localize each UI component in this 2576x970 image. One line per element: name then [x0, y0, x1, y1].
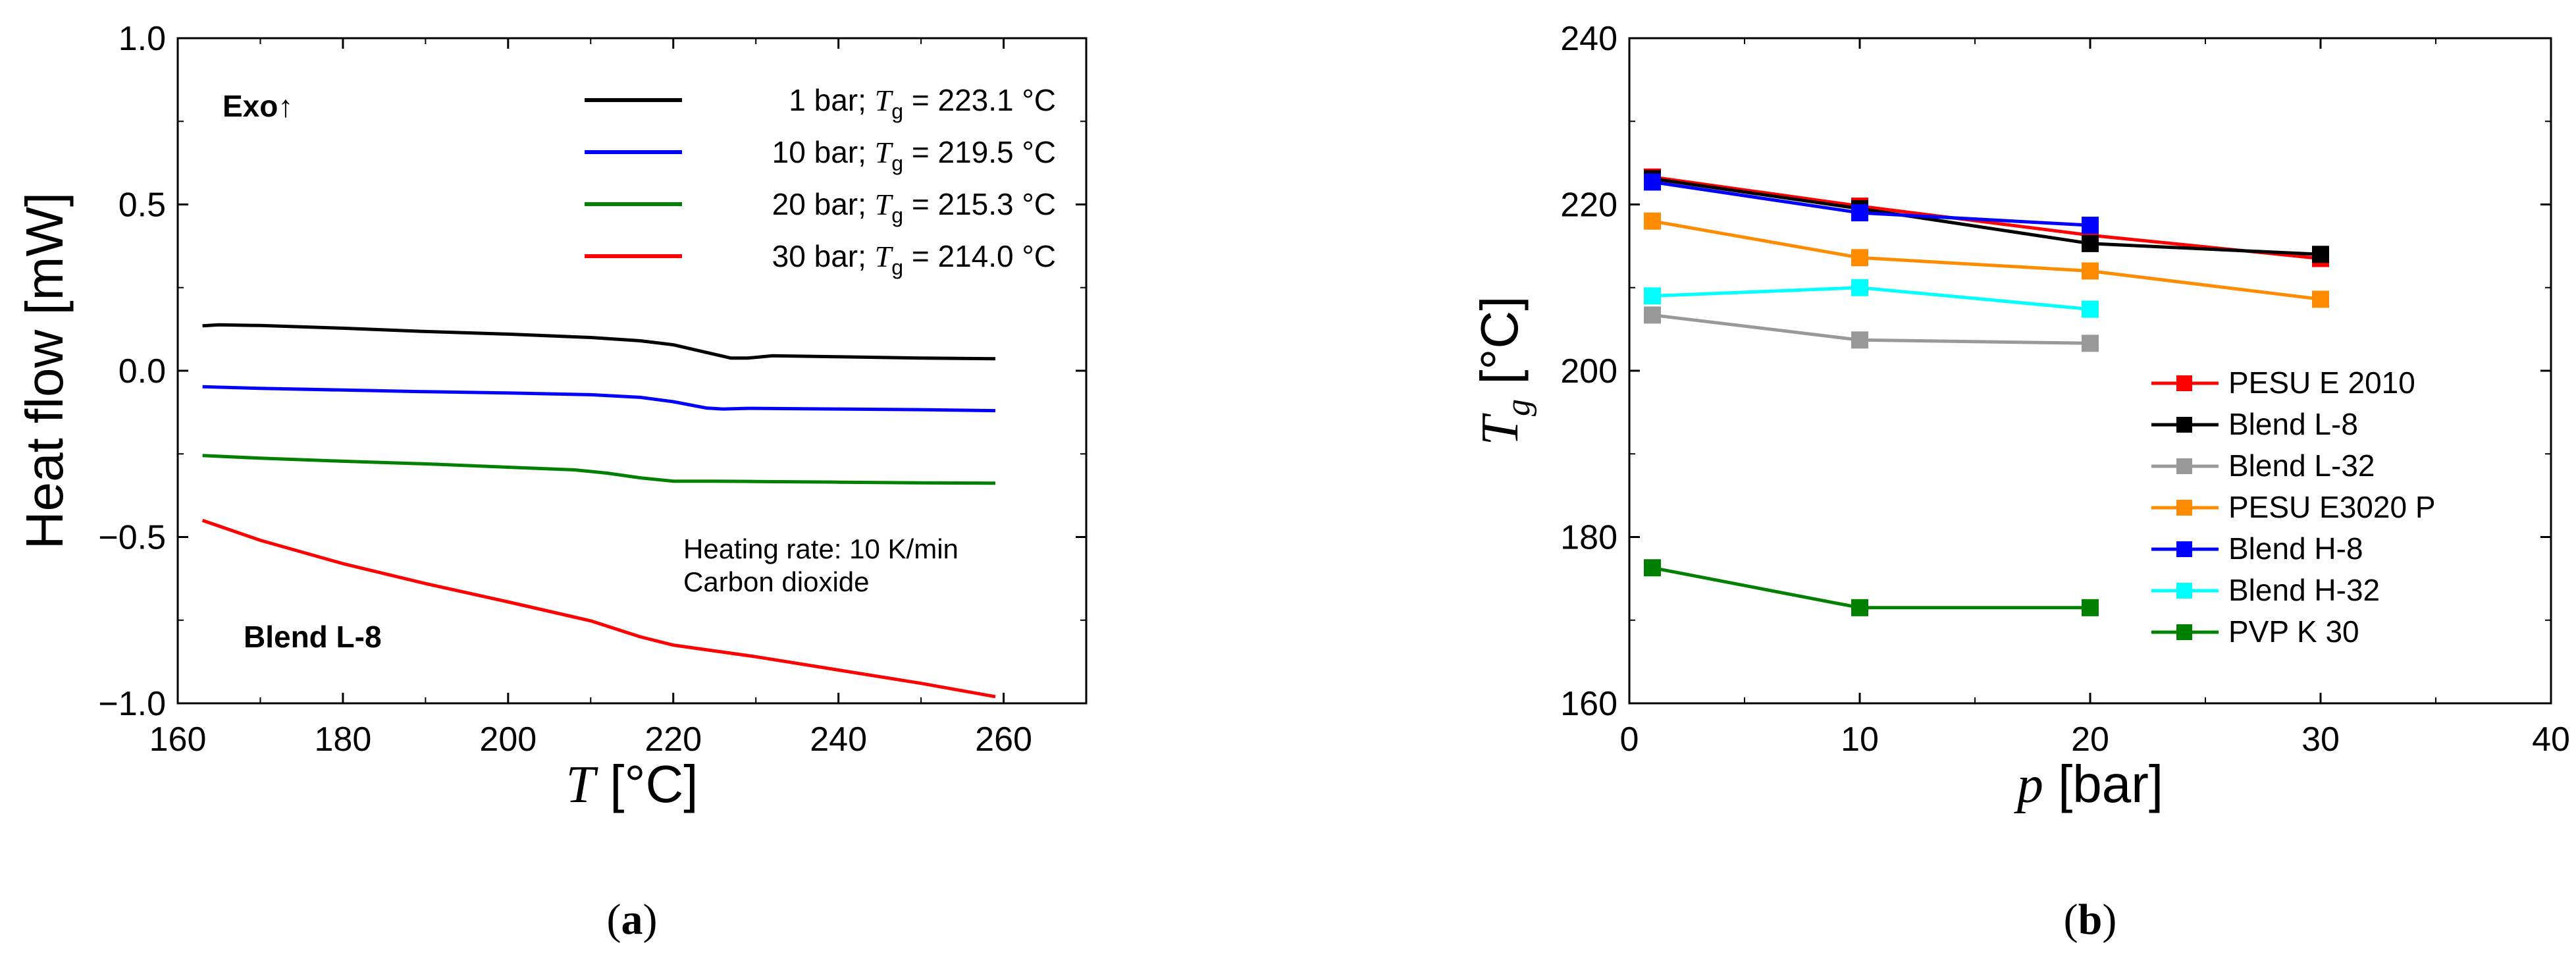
panel-a-xlabel: T [°C]	[566, 755, 698, 814]
panel-b: 0 10 20 30 40 160 180 200 220 240 Tg [°C] p [bar]…	[1470, 20, 2570, 814]
panel-b-y-tick-label: 200	[1560, 352, 1617, 391]
panel-a-x-tick-label: 200	[479, 720, 537, 759]
panel-a-series-line-20-bar	[202, 454, 996, 485]
panel-b-marker-PESU-E3020-P	[1644, 212, 1661, 230]
panel-a-data-lines	[201, 323, 996, 699]
panel-b-legend-swatch-marker	[2176, 541, 2192, 557]
panel-b-marker-Blend-L-32	[2082, 335, 2099, 352]
panel-b-y-tick-label: 160	[1560, 685, 1617, 723]
panel-b-marker-PVP-K-30	[2082, 599, 2099, 616]
panel-b-marker-Blend-L-32	[1644, 306, 1661, 324]
panel-b-marker-Blend-L-8	[2312, 246, 2329, 263]
panel-b-legend-entry: PESU E3020 P	[2228, 490, 2436, 524]
panel-a-x-tick-label: 160	[149, 720, 207, 759]
panel-b-legend-entry: Blend H-8	[2228, 531, 2363, 566]
panel-b-marker-Blend-H-32	[1644, 287, 1661, 305]
exo-annotation: Exo↑	[223, 89, 293, 123]
panel-a-y-tick-label: −1.0	[98, 685, 166, 723]
panel-b-y-tick-label: 220	[1560, 186, 1617, 225]
panel-b-legend-swatch-marker	[2176, 583, 2192, 599]
panel-b-x-tick-label: 0	[1620, 720, 1639, 759]
panel-b-marker-Blend-H-8	[2082, 217, 2099, 234]
panel-a-series-line-30-bar	[201, 518, 996, 699]
panel-a: 160 180 200 220 240 260 −1.0 −0.5 0.0 0.5 1.0 Heat…	[15, 20, 1088, 814]
panel-a-ylabel: Heat flow [mW]	[15, 192, 74, 549]
panel-b-marker-PESU-E3020-P	[2082, 262, 2099, 280]
panel-b-xlabel: p [bar]	[2014, 755, 2163, 814]
panel-a-label: (a)	[607, 896, 658, 944]
panel-a-series-line-1-bar	[202, 323, 996, 361]
panel-a-x-tick-label: 180	[315, 720, 372, 759]
panel-a-ticks: 160 180 200 220 240 260 −1.0 −0.5 0.0 0.5 1.0	[98, 20, 1086, 759]
panel-a-x-tick-label: 220	[644, 720, 702, 759]
panel-b-legend: PESU E 2010 Blend L-8 Blend L-32 PESU E3020…	[2151, 365, 2436, 649]
panel-b-x-tick-label: 20	[2071, 720, 2109, 759]
panel-a-legend: 1 bar; Tg = 223.1 °C 10 bar; Tg = 219.5 °…	[585, 83, 1056, 279]
panel-b-label: (b)	[2064, 896, 2117, 944]
panel-b-marker-Blend-H-8	[1851, 204, 1868, 222]
panel-a-y-tick-label: −0.5	[98, 519, 166, 557]
panel-b-marker-Blend-L-8	[2082, 234, 2099, 252]
panel-b-legend-swatch-marker	[2176, 500, 2192, 516]
panel-b-series-line-PESU-E-2010	[1652, 175, 2321, 261]
panel-a-series-line-10-bar	[202, 385, 996, 413]
panel-a-x-tick-label: 240	[810, 720, 867, 759]
panel-b-marker-Blend-H-32	[2082, 300, 2099, 318]
panel-b-series-line-PESU-E3020-P	[1652, 219, 2321, 301]
panel-a-legend-entry: 20 bar; Tg = 215.3 °C	[772, 187, 1056, 227]
gas-annotation: Carbon dioxide	[683, 566, 870, 597]
panel-b-legend-swatch-marker	[2176, 458, 2192, 474]
panel-a-legend-entry: 1 bar; Tg = 223.1 °C	[789, 83, 1056, 123]
panel-b-ticks: 0 10 20 30 40 160 180 200 220 240	[1560, 20, 2570, 759]
panel-b-series-line-PVP-K-30	[1652, 566, 2090, 610]
heating-rate-annotation: Heating rate: 10 K/min	[683, 533, 959, 564]
panel-b-legend-swatch-marker	[2176, 375, 2192, 391]
panel-a-legend-entry: 30 bar; Tg = 214.0 °C	[772, 239, 1056, 279]
panel-b-x-tick-label: 10	[1841, 720, 1879, 759]
panel-b-series-line-Blend-L-8	[1652, 176, 2321, 256]
panel-a-x-tick-label: 260	[975, 720, 1032, 759]
panel-b-legend-entry: Blend L-8	[2228, 407, 2358, 441]
sample-annotation: Blend L-8	[244, 620, 382, 654]
panel-a-y-tick-label: 0.5	[118, 186, 166, 225]
panel-b-marker-Blend-H-8	[1644, 173, 1661, 191]
panel-b-legend-entry: PVP K 30	[2228, 614, 2359, 649]
panel-b-marker-PESU-E3020-P	[2312, 290, 2329, 308]
panel-b-marker-PVP-K-30	[1851, 599, 1868, 616]
panel-b-series-line-Blend-H-32	[1652, 286, 2091, 311]
panel-b-y-tick-label: 180	[1560, 519, 1617, 557]
panel-a-y-tick-label: 1.0	[118, 20, 166, 58]
panel-b-legend-entry: PESU E 2010	[2228, 365, 2415, 400]
panel-b-legend-entry: Blend H-32	[2228, 573, 2380, 607]
panel-b-marker-PESU-E3020-P	[1851, 249, 1868, 267]
panel-b-legend-swatch-marker	[2176, 417, 2192, 433]
panel-b-y-tick-label: 240	[1560, 20, 1617, 58]
panel-b-marker-PVP-K-30	[1644, 559, 1661, 577]
panel-b-marker-Blend-H-32	[1851, 279, 1868, 296]
panel-b-legend-entry: Blend L-32	[2228, 448, 2375, 483]
panel-a-legend-entry: 10 bar; Tg = 219.5 °C	[772, 135, 1056, 175]
panel-a-y-tick-label: 0.0	[118, 352, 166, 391]
panel-b-marker-Blend-L-32	[1851, 331, 1868, 349]
panel-b-ylabel: Tg [°C]	[1470, 296, 1537, 446]
panel-b-data-lines	[1644, 168, 2329, 616]
panel-b-series-line-Blend-L-32	[1652, 313, 2091, 345]
panel-b-x-tick-label: 40	[2532, 720, 2570, 759]
panel-b-x-tick-label: 30	[2301, 720, 2340, 759]
panel-b-legend-swatch-marker	[2176, 624, 2192, 640]
